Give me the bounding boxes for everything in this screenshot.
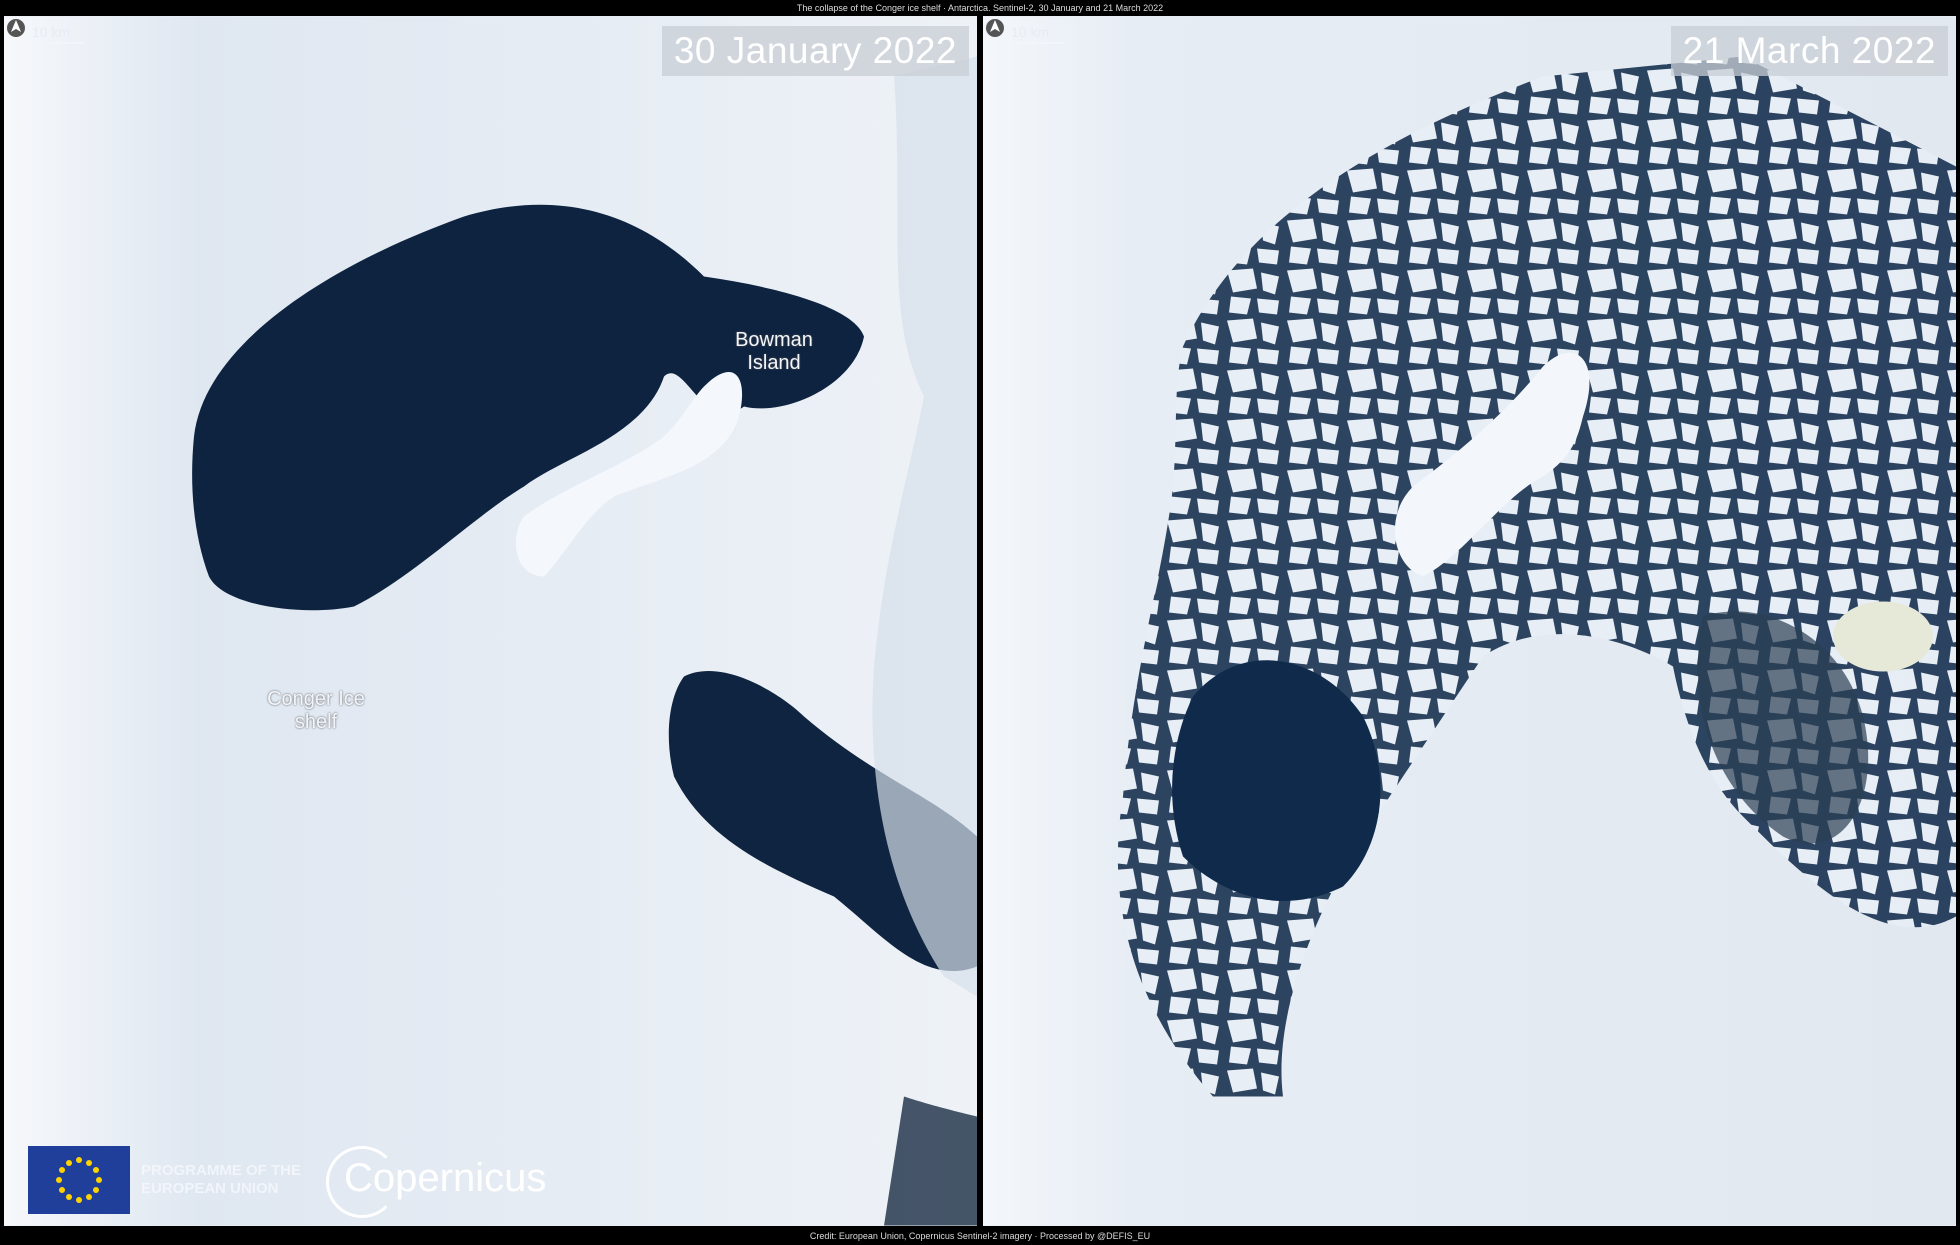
satellite-image-after (983, 16, 1956, 1226)
scale-bar: 10 km (1011, 24, 1063, 44)
scale-bar: 10 km (32, 24, 84, 44)
north-arrow-icon (986, 19, 1004, 37)
north-arrow-icon (7, 19, 25, 37)
satellite-image-before (4, 16, 977, 1226)
image-credit: Credit: European Union, Copernicus Senti… (0, 1227, 1960, 1245)
eu-programme-text: PROGRAMME OF THE EUROPEAN UNION (141, 1162, 301, 1197)
scale-label: 10 km (32, 24, 71, 40)
panel-before: 10 km 30 January 2022 Bowman Island Cong… (4, 16, 977, 1226)
copernicus-logo: Copernicus (344, 1156, 547, 1200)
scale-label: 10 km (1011, 24, 1050, 40)
image-title: The collapse of the Conger ice shelf · A… (0, 0, 1960, 16)
date-label: 30 January 2022 (661, 26, 969, 76)
conger-ice-shelf-label: Conger Ice shelf (267, 688, 365, 733)
eu-flag-logo (28, 1146, 130, 1214)
panel-after: 10 km 21 March 2022 (983, 16, 1956, 1226)
copernicus-ring-icon (326, 1146, 398, 1218)
date-label: 21 March 2022 (1670, 26, 1948, 76)
bowman-island-label: Bowman Island (735, 329, 813, 374)
